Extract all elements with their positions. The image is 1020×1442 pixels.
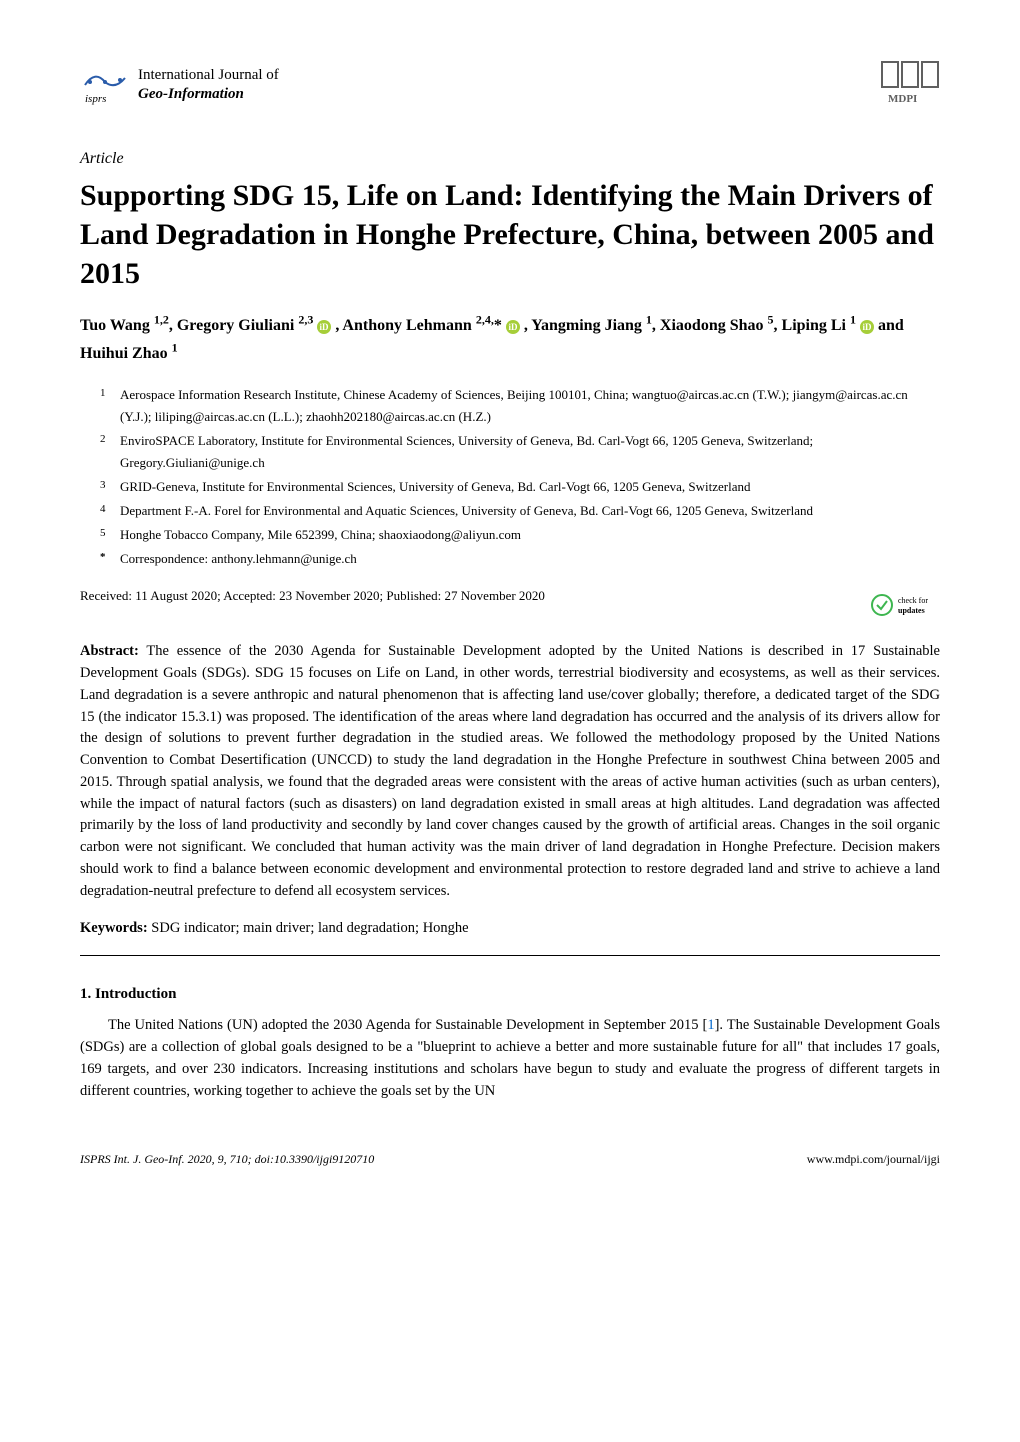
orcid-icon: iD: [506, 320, 520, 334]
svg-text:isprs: isprs: [85, 93, 106, 105]
affiliation-item: 5 Honghe Tobacco Company, Mile 652399, C…: [100, 524, 940, 546]
journal-name: International Journal of Geo-Information: [138, 66, 279, 105]
article-type: Article: [80, 150, 940, 168]
article-title: Supporting SDG 15, Life on Land: Identif…: [80, 176, 940, 293]
author-text-2: , Anthony Lehmann 2,4,*: [335, 317, 502, 334]
affil-num: 4: [100, 500, 120, 522]
affil-text: Aerospace Information Research Institute…: [120, 384, 940, 428]
affil-num: *: [100, 548, 120, 570]
footer-url: www.mdpi.com/journal/ijgi: [807, 1152, 940, 1167]
author-text-3: , Yangming Jiang 1, Xiaodong Shao 5, Lip…: [524, 317, 856, 334]
affil-text: GRID-Geneva, Institute for Environmental…: [120, 476, 940, 498]
journal-logo-block: isprs International Journal of Geo-Infor…: [80, 60, 279, 110]
affiliations-block: 1 Aerospace Information Research Institu…: [80, 384, 940, 571]
mdpi-logo-icon: MDPI: [880, 60, 940, 105]
svg-text:MDPI: MDPI: [888, 93, 917, 105]
para-text-before: The United Nations (UN) adopted the 2030…: [108, 1017, 707, 1033]
affiliation-item: * Correspondence: anthony.lehmann@unige.…: [100, 548, 940, 570]
keywords-block: Keywords: SDG indicator; main driver; la…: [80, 920, 940, 937]
abstract-block: Abstract: The essence of the 2030 Agenda…: [80, 641, 940, 902]
section-heading: 1. Introduction: [80, 986, 940, 1003]
page-footer: ISPRS Int. J. Geo-Inf. 2020, 9, 710; doi…: [80, 1152, 940, 1167]
affil-text: Department F.-A. Forel for Environmental…: [120, 500, 940, 522]
header-row: isprs International Journal of Geo-Infor…: [80, 60, 940, 110]
authors-line: Tuo Wang 1,2, Gregory Giuliani 2,3 iD , …: [80, 311, 940, 366]
affil-num: 1: [100, 384, 120, 428]
footer-citation: ISPRS Int. J. Geo-Inf. 2020, 9, 710; doi…: [80, 1152, 374, 1167]
section-divider: [80, 955, 940, 956]
affil-num: 5: [100, 524, 120, 546]
affil-num: 3: [100, 476, 120, 498]
svg-text:check for: check for: [898, 596, 928, 605]
svg-text:iD: iD: [508, 322, 518, 332]
citation-link[interactable]: 1: [707, 1017, 714, 1033]
affiliation-item: 1 Aerospace Information Research Institu…: [100, 384, 940, 428]
affil-text: Honghe Tobacco Company, Mile 652399, Chi…: [120, 524, 940, 546]
affil-num: 2: [100, 430, 120, 474]
affil-text: EnviroSPACE Laboratory, Institute for En…: [120, 430, 940, 474]
abstract-label: Abstract:: [80, 643, 139, 659]
keywords-label: Keywords:: [80, 920, 148, 936]
dates-row: Received: 11 August 2020; Accepted: 23 N…: [80, 588, 940, 623]
journal-name-line2: Geo-Information: [138, 85, 279, 105]
isprs-logo-icon: isprs: [80, 60, 130, 110]
affiliation-item: 4 Department F.-A. Forel for Environment…: [100, 500, 940, 522]
journal-name-line1: International Journal of: [138, 66, 279, 86]
svg-text:iD: iD: [320, 322, 330, 332]
body-paragraph: The United Nations (UN) adopted the 2030…: [80, 1015, 940, 1102]
check-updates-icon[interactable]: check for updates: [870, 588, 940, 623]
orcid-icon: iD: [317, 320, 331, 334]
affiliation-item: 3 GRID-Geneva, Institute for Environment…: [100, 476, 940, 498]
affil-text: Correspondence: anthony.lehmann@unige.ch: [120, 548, 940, 570]
keywords-text: SDG indicator; main driver; land degrada…: [151, 920, 468, 936]
affiliation-item: 2 EnviroSPACE Laboratory, Institute for …: [100, 430, 940, 474]
orcid-icon: iD: [860, 320, 874, 334]
svg-text:updates: updates: [898, 606, 925, 615]
publication-dates: Received: 11 August 2020; Accepted: 23 N…: [80, 588, 545, 604]
author-text-1: Tuo Wang 1,2, Gregory Giuliani 2,3: [80, 317, 313, 334]
svg-text:iD: iD: [863, 322, 873, 332]
abstract-text: The essence of the 2030 Agenda for Susta…: [80, 643, 940, 898]
